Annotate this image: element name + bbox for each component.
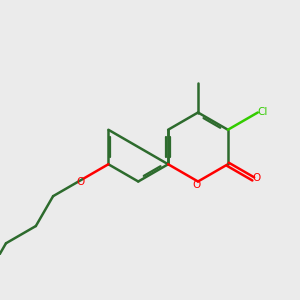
Text: O: O [192,180,201,190]
Text: Cl: Cl [257,107,268,117]
Text: O: O [76,177,85,187]
Text: O: O [253,173,261,183]
